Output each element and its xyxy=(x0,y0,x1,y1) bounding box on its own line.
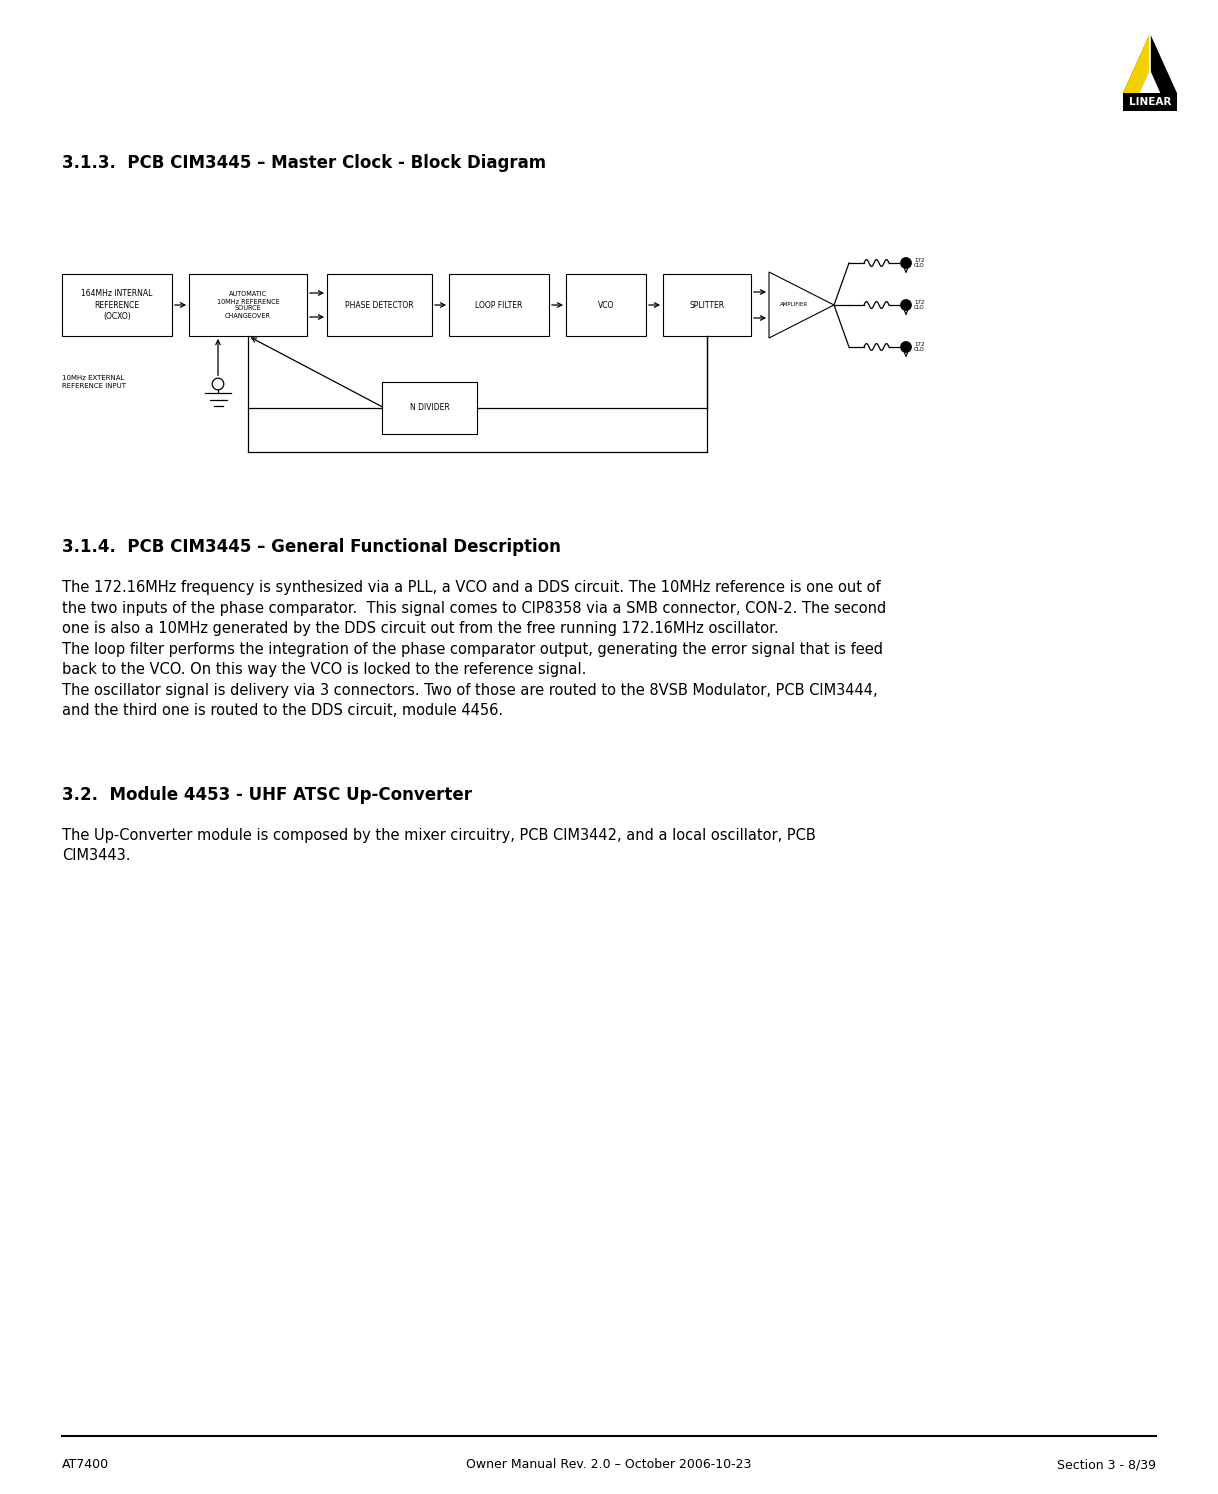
Circle shape xyxy=(901,342,911,353)
Text: and the third one is routed to the DDS circuit, module 4456.: and the third one is routed to the DDS c… xyxy=(62,704,503,719)
FancyBboxPatch shape xyxy=(566,273,646,336)
Text: AUTOMATIC
10MHz REFERENCE
SOURCE
CHANGEOVER: AUTOMATIC 10MHz REFERENCE SOURCE CHANGEO… xyxy=(217,291,279,318)
Text: LINEAR: LINEAR xyxy=(1129,97,1172,108)
FancyBboxPatch shape xyxy=(663,273,752,336)
Text: the two inputs of the phase comparator.  This signal comes to CIP8358 via a SMB : the two inputs of the phase comparator. … xyxy=(62,601,887,616)
Text: The 172.16MHz frequency is synthesized via a PLL, a VCO and a DDS circuit. The 1: The 172.16MHz frequency is synthesized v… xyxy=(62,580,881,595)
Text: 172
CLO: 172 CLO xyxy=(914,342,924,353)
Text: LOOP FILTER: LOOP FILTER xyxy=(475,300,523,309)
Text: PHASE DETECTOR: PHASE DETECTOR xyxy=(345,300,414,309)
Text: 3.2.  Module 4453 - UHF ATSC Up-Converter: 3.2. Module 4453 - UHF ATSC Up-Converter xyxy=(62,786,473,804)
Text: N DIVIDER: N DIVIDER xyxy=(409,403,449,412)
Text: Owner Manual Rev. 2.0 – October 2006-10-23: Owner Manual Rev. 2.0 – October 2006-10-… xyxy=(466,1458,752,1472)
Text: Section 3 - 8/39: Section 3 - 8/39 xyxy=(1057,1458,1156,1472)
Circle shape xyxy=(901,258,911,269)
FancyBboxPatch shape xyxy=(189,273,307,336)
FancyBboxPatch shape xyxy=(449,273,549,336)
Text: 164MHz INTERNAL
REFERENCE
(OCXO): 164MHz INTERNAL REFERENCE (OCXO) xyxy=(82,290,152,321)
FancyBboxPatch shape xyxy=(62,273,172,336)
FancyBboxPatch shape xyxy=(382,382,477,433)
Polygon shape xyxy=(769,272,834,338)
Text: AT7400: AT7400 xyxy=(62,1458,110,1472)
Circle shape xyxy=(212,378,224,390)
Text: 172
CLO: 172 CLO xyxy=(914,300,924,311)
Text: 172
CLO: 172 CLO xyxy=(914,258,924,269)
Text: The loop filter performs the integration of the phase comparator output, generat: The loop filter performs the integration… xyxy=(62,641,883,656)
Text: VCO: VCO xyxy=(598,300,614,309)
Text: The Up-Converter module is composed by the mixer circuitry, PCB CIM3442, and a l: The Up-Converter module is composed by t… xyxy=(62,828,816,843)
Polygon shape xyxy=(1123,33,1177,93)
FancyBboxPatch shape xyxy=(1123,93,1177,112)
Polygon shape xyxy=(1140,70,1161,93)
Text: one is also a 10MHz generated by the DDS circuit out from the free running 172.1: one is also a 10MHz generated by the DDS… xyxy=(62,622,778,636)
Text: SPLITTER: SPLITTER xyxy=(689,300,725,309)
Text: 10MHz EXTERNAL
REFERENCE INPUT: 10MHz EXTERNAL REFERENCE INPUT xyxy=(62,375,125,388)
Text: 3.1.4.  PCB CIM3445 – General Functional Description: 3.1.4. PCB CIM3445 – General Functional … xyxy=(62,538,560,556)
FancyBboxPatch shape xyxy=(326,273,432,336)
Circle shape xyxy=(901,300,911,311)
Polygon shape xyxy=(1123,33,1150,93)
Text: AMPLIFIER: AMPLIFIER xyxy=(780,302,808,308)
Text: CIM3443.: CIM3443. xyxy=(62,849,130,864)
Text: 3.1.3.  PCB CIM3445 – Master Clock - Block Diagram: 3.1.3. PCB CIM3445 – Master Clock - Bloc… xyxy=(62,154,546,172)
Text: The oscillator signal is delivery via 3 connectors. Two of those are routed to t: The oscillator signal is delivery via 3 … xyxy=(62,683,878,698)
Text: back to the VCO. On this way the VCO is locked to the reference signal.: back to the VCO. On this way the VCO is … xyxy=(62,662,586,677)
